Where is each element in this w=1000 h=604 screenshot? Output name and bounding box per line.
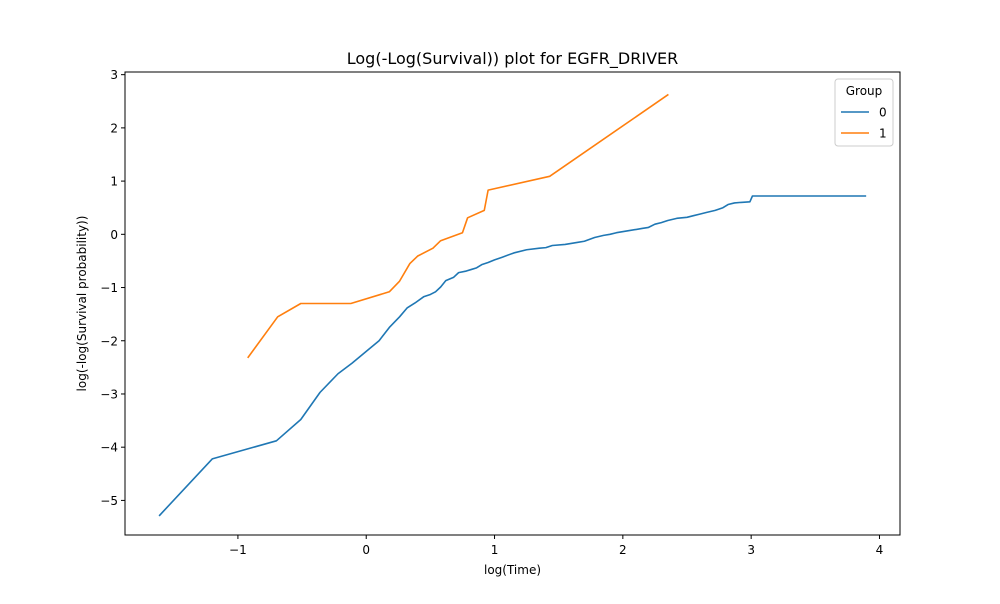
y-tick-label: −2 bbox=[100, 334, 118, 348]
x-axis-label: log(Time) bbox=[484, 563, 541, 577]
y-tick-label: −5 bbox=[100, 494, 118, 508]
chart-title: Log(-Log(Survival)) plot for EGFR_DRIVER bbox=[347, 49, 678, 69]
x-tick-label: 3 bbox=[747, 543, 755, 557]
y-tick-label: 1 bbox=[110, 175, 118, 189]
y-tick-label: 0 bbox=[110, 228, 118, 242]
legend-entries: 01 bbox=[841, 106, 887, 141]
y-axis-label: log(-log(Survival probability)) bbox=[75, 216, 89, 392]
y-tick-label: −4 bbox=[100, 441, 118, 455]
legend-label-1: 1 bbox=[879, 127, 887, 141]
legend: Group 01 bbox=[834, 78, 894, 147]
series-line-1 bbox=[247, 93, 669, 359]
x-tick-label: 2 bbox=[619, 543, 627, 557]
x-tick-label: 4 bbox=[876, 543, 884, 557]
plot-area bbox=[124, 71, 901, 536]
y-tick-label: 2 bbox=[110, 121, 118, 135]
series-layer bbox=[158, 93, 867, 517]
y-axis: −5 −4 −3 −2 −1 0 1 2 3 bbox=[100, 68, 125, 508]
axes-frame bbox=[124, 71, 901, 536]
legend-title: Group bbox=[846, 84, 883, 98]
y-tick-label: −3 bbox=[100, 387, 118, 401]
y-tick-label: −1 bbox=[100, 281, 118, 295]
x-tick-label: 1 bbox=[491, 543, 499, 557]
series-line-0 bbox=[158, 195, 867, 517]
y-tick-label: 3 bbox=[110, 68, 118, 82]
x-tick-label: 0 bbox=[362, 543, 370, 557]
legend-label-0: 0 bbox=[879, 106, 887, 120]
x-tick-label: −1 bbox=[229, 543, 247, 557]
x-axis: −1 0 1 2 3 4 bbox=[229, 535, 883, 557]
